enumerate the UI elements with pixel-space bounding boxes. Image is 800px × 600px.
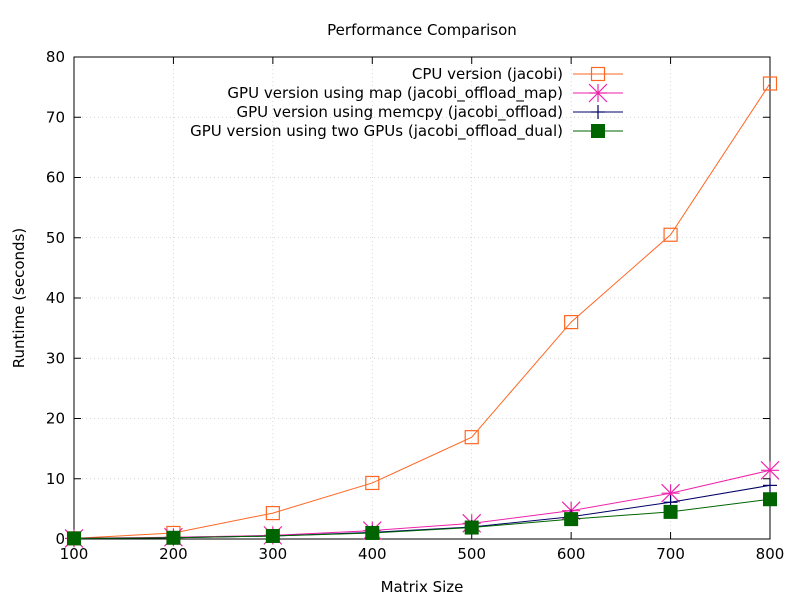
filled-square-marker [265,528,280,543]
x-tick-label: 400 [358,545,387,563]
y-tick-label: 0 [55,530,65,548]
x-tick-label: 100 [60,545,89,563]
legend-entry-2: GPU version using memcpy (jacobi_offload… [236,103,623,122]
y-axis-label: Runtime (seconds) [10,228,28,368]
axis-ticks: 0 10 20 30 40 50 60 70 80 100 200 300 400 500 600 700 80… [46,48,784,563]
filled-square-marker [564,512,579,527]
x-axis-label: Matrix Size [381,578,464,596]
filled-square-marker [591,124,605,138]
filled-square-marker [763,492,777,507]
open-square-marker [762,76,778,91]
x-tick-label: 500 [457,545,486,563]
filled-square-marker [166,530,181,545]
y-tick-label: 40 [46,289,65,307]
open-square-marker [663,227,678,242]
open-square-marker [464,430,479,445]
y-tick-label: 10 [46,470,65,488]
series-line [73,498,771,539]
legend-entry-0: CPU version (jacobi) [412,65,623,83]
asterisk-marker [588,83,608,103]
series-0 [66,76,778,546]
filled-square-marker [67,531,81,546]
x-tick-label: 600 [557,545,586,563]
open-square-marker [365,475,380,491]
asterisk-stroke [661,483,680,503]
y-tick-label: 20 [46,410,65,428]
x-tick-label: 200 [159,545,188,563]
open-square-marker [265,505,280,521]
legend-label: GPU version using memcpy (jacobi_offload… [236,103,563,122]
chart-title: Performance Comparison [327,21,517,39]
series-3 [67,492,777,546]
y-tick-label: 70 [46,108,65,126]
legend-entry-1: GPU version using map (jacobi_offload_ma… [227,83,623,103]
series-line [73,83,771,539]
plus-marker [591,105,605,119]
plus-marker [763,478,777,493]
asterisk-stroke [760,460,780,480]
legend-entry-3: GPU version using two GPUs (jacobi_offlo… [190,122,623,141]
legend-label: GPU version using two GPUs (jacobi_offlo… [190,122,563,141]
x-tick-label: 300 [259,545,288,563]
grid [74,57,770,539]
x-tick-label: 700 [656,545,685,563]
filled-square-marker [365,525,380,540]
series-layer [64,76,780,548]
x-tick-label: 800 [756,545,785,563]
open-square-marker [590,66,606,82]
legend-label: GPU version using map (jacobi_offload_ma… [227,84,563,103]
filled-square-marker [663,504,678,519]
filled-square-marker [464,520,479,535]
y-tick-label: 30 [46,349,65,367]
y-tick-label: 80 [46,48,65,66]
series-line [73,469,771,539]
asterisk-marker [760,460,780,480]
y-tick-label: 50 [46,229,65,247]
legend-label: CPU version (jacobi) [412,65,563,83]
y-tick-label: 60 [46,169,65,187]
open-square-marker [564,315,579,330]
asterisk-stroke [588,83,608,103]
legend: CPU version (jacobi)GPU version using ma… [190,65,623,141]
